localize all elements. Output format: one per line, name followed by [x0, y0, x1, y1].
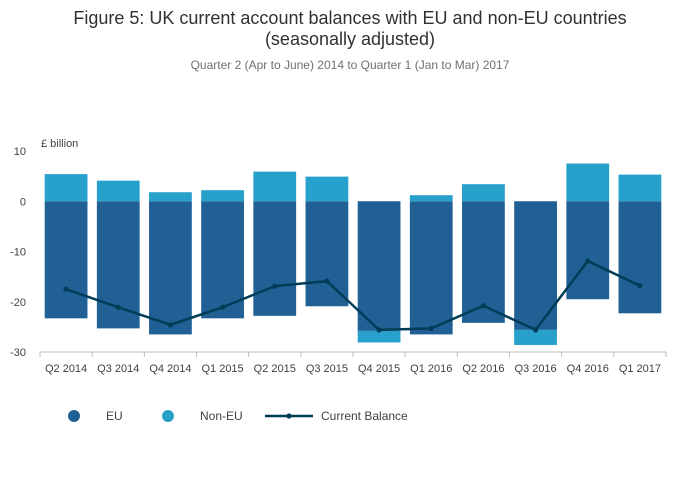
- x-tick-label: Q2 2014: [45, 363, 87, 375]
- bar-eu: [305, 201, 349, 307]
- chart-title-line2: (seasonally adjusted): [265, 29, 435, 49]
- plot-area: 10 0 -10 -20 -30 Q2 2014 Q3 2014 Q4 2014 Q1 2015…: [10, 146, 667, 375]
- x-tick-label: Q4 2015: [358, 363, 400, 375]
- bar-non-eu: [201, 190, 244, 202]
- x-tick-label: Q3 2015: [306, 363, 348, 375]
- y-tick-label: -20: [10, 297, 26, 309]
- x-tick-label: Q2 2016: [462, 363, 504, 375]
- line-point: [376, 327, 382, 333]
- x-tick-label: Q3 2014: [97, 363, 139, 375]
- legend-swatch-marker: [286, 413, 292, 419]
- legend: EU Non-EU Current Balance: [68, 409, 408, 423]
- bar-non-eu: [96, 180, 140, 202]
- chart-title: Figure 5: UK current account balances wi…: [73, 8, 626, 28]
- y-axis-unit-label: £ billion: [41, 138, 78, 150]
- bar-non-eu: [44, 174, 88, 202]
- line-point: [532, 327, 539, 333]
- legend-swatch-eu: [68, 410, 80, 422]
- legend-swatch-non-eu: [162, 410, 174, 422]
- x-tick-label: Q4 2014: [149, 363, 191, 375]
- bar-non-eu: [566, 163, 610, 202]
- bar-eu: [201, 201, 244, 319]
- y-tick-label: -10: [10, 247, 26, 259]
- line-point: [272, 283, 278, 289]
- bar-non-eu: [514, 329, 557, 345]
- line-point: [428, 325, 434, 331]
- x-tick-label: Q1 2015: [201, 363, 243, 375]
- line-point: [585, 258, 591, 264]
- line-current-balance: [65, 259, 641, 332]
- line-point: [167, 322, 174, 328]
- bar-non-eu: [409, 195, 453, 202]
- bar-eu: [409, 201, 453, 335]
- line-point: [324, 278, 330, 284]
- bar-non-eu: [618, 174, 662, 202]
- bar-eu: [253, 201, 297, 316]
- legend-label-non-eu: Non-EU: [200, 409, 243, 423]
- bar-non-eu: [305, 176, 349, 202]
- bar-eu: [149, 201, 192, 335]
- chart-subtitle: Quarter 2 (Apr to June) 2014 to Quarter …: [191, 58, 510, 72]
- y-tick-label: 0: [20, 196, 26, 208]
- bar-eu: [566, 201, 610, 300]
- y-tick-label: -30: [10, 347, 26, 359]
- line-point: [115, 304, 121, 310]
- x-tick-label: Q1 2016: [410, 363, 452, 375]
- line-point: [219, 304, 226, 310]
- bar-eu: [462, 201, 505, 323]
- bar-non-eu: [253, 171, 297, 202]
- x-tick-label: Q1 2017: [619, 363, 661, 375]
- bar-non-eu: [357, 330, 401, 343]
- y-tick-label: 10: [14, 146, 26, 158]
- line-point: [63, 286, 69, 292]
- x-tick-label: Q3 2016: [514, 363, 556, 375]
- bar-eu: [44, 201, 88, 319]
- bar-eu: [618, 201, 662, 314]
- bar-non-eu: [462, 184, 505, 202]
- bar-eu: [514, 201, 557, 330]
- line-point: [637, 283, 643, 289]
- bar-eu: [357, 201, 401, 331]
- x-tick-label: Q4 2016: [567, 363, 609, 375]
- x-tick-label: Q2 2015: [254, 363, 296, 375]
- line-point: [480, 303, 487, 309]
- legend-label-eu: EU: [106, 409, 123, 423]
- bar-non-eu: [149, 192, 192, 202]
- legend-label-current-balance: Current Balance: [321, 409, 408, 423]
